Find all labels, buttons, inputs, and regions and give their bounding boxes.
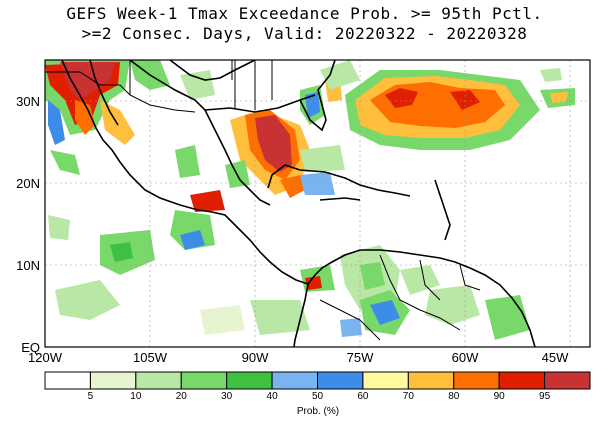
colorbar-swatch xyxy=(180,371,228,390)
map-gridlines xyxy=(45,60,590,347)
colorbar-swatch xyxy=(362,371,409,390)
colorbar-tick-label: 60 xyxy=(357,391,369,402)
colorbar-tick-label: 50 xyxy=(312,391,324,402)
political-boundaries xyxy=(45,60,481,341)
colorbar-tick-label: 90 xyxy=(494,391,506,402)
lat-label-20n: 20N xyxy=(16,176,40,191)
lat-label-eq: EQ xyxy=(21,340,40,355)
lat-label-10n: 10N xyxy=(16,258,40,273)
colorbar-swatch xyxy=(407,371,455,390)
map-title: GEFS Week-1 Tmax Exceedance Prob. >= 95t… xyxy=(66,4,543,23)
colorbar-title: Prob. (%) xyxy=(297,406,339,417)
colorbar-swatch xyxy=(271,371,319,390)
colorbar-swatch xyxy=(89,371,137,390)
colorbar-tick-label: 20 xyxy=(176,391,188,402)
colorbar-tick-label: 40 xyxy=(267,391,279,402)
lon-label-75w: 75W xyxy=(347,350,374,365)
colorbar-swatch xyxy=(544,371,591,390)
colorbar-swatch xyxy=(317,371,364,390)
colorbar-tick-labels: 5 10 20 30 40 50 60 70 80 90 95 xyxy=(88,391,551,402)
colorbar-tick-label: 80 xyxy=(448,391,460,402)
lon-label-45w: 45W xyxy=(542,350,569,365)
map-frame xyxy=(44,59,591,348)
probability-shading xyxy=(45,60,575,340)
colorbar xyxy=(44,371,591,390)
colorbar-tick-label: 70 xyxy=(403,391,415,402)
lon-label-90w: 90W xyxy=(242,350,269,365)
colorbar-tick-label: 10 xyxy=(130,391,142,402)
colorbar-swatch xyxy=(226,371,273,390)
coastlines xyxy=(61,60,536,347)
map-subtitle: >=2 Consec. Days, Valid: 20220322 - 2022… xyxy=(81,24,528,43)
lon-label-105w: 105W xyxy=(133,350,168,365)
lon-label-120w: 120W xyxy=(28,350,63,365)
colorbar-tick-label: 5 xyxy=(88,391,94,402)
colorbar-swatch xyxy=(498,371,546,390)
colorbar-tick-label: 30 xyxy=(221,391,233,402)
colorbar-tick-label: 95 xyxy=(539,391,551,402)
lat-label-30n: 30N xyxy=(16,94,40,109)
lon-label-60w: 60W xyxy=(452,350,479,365)
colorbar-swatch xyxy=(135,371,182,390)
colorbar-swatch xyxy=(44,371,91,390)
colorbar-swatch xyxy=(453,371,500,390)
